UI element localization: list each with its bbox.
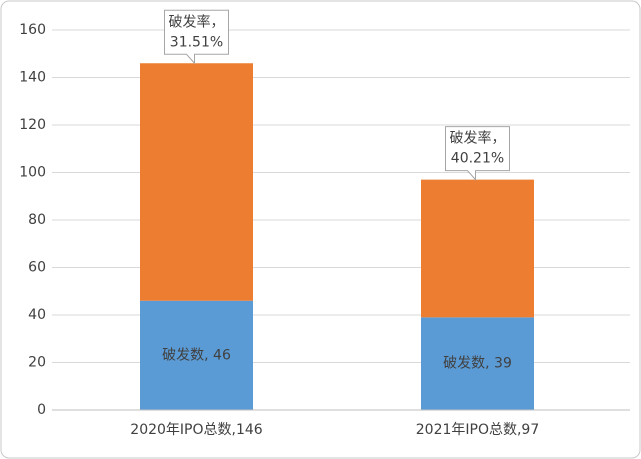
y-tick-label: 120 [19,117,46,133]
bar-segment [421,317,534,410]
bar-segment [421,179,534,318]
y-tick-label: 140 [19,70,46,86]
annotation: 40.21% [451,151,504,167]
annotation: 破发率， [169,13,225,30]
y-tick-label: 40 [28,307,46,323]
y-tick-label: 60 [28,260,46,276]
y-tick-label: 100 [19,165,46,181]
annotation: 31.51% [170,34,223,50]
callout-box [445,126,510,181]
y-tick-label: 20 [28,355,46,371]
data-label: 破发数, 39 [443,356,512,372]
annotation: 破发率， [450,130,506,147]
callout-box [164,9,229,65]
y-tick-label: 160 [19,22,46,38]
data-label: 破发数, 46 [162,347,231,363]
bar-segment [140,300,253,410]
x-tick-label: 2020年IPO总数,146 [130,422,262,438]
y-tick-label: 0 [37,402,46,418]
bar-segment [140,63,253,301]
x-tick-label: 2021年IPO总数,97 [416,422,539,438]
y-tick-label: 80 [28,212,46,228]
